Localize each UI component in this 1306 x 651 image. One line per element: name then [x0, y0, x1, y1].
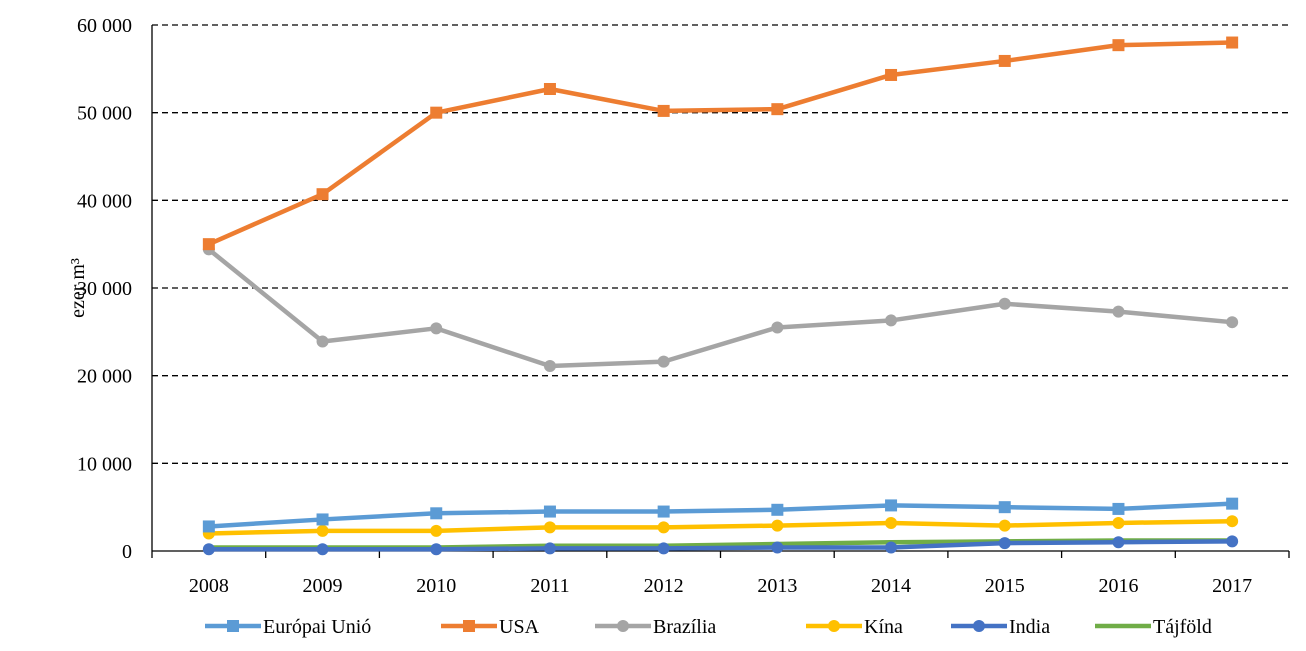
series-line — [206, 539, 1235, 552]
x-tick-label: 2013 — [757, 575, 797, 597]
axes — [151, 25, 1290, 558]
x-tick-label: 2012 — [644, 575, 684, 597]
data-point — [1226, 535, 1239, 548]
data-point — [202, 543, 215, 556]
data-point — [657, 104, 670, 117]
data-point — [316, 524, 329, 537]
data-point — [1226, 497, 1239, 510]
legend-item: India — [951, 616, 1050, 638]
data-point — [1226, 316, 1239, 329]
data-point — [657, 505, 670, 518]
data-point — [1112, 502, 1125, 515]
legend-marker — [828, 620, 840, 632]
data-point — [771, 519, 784, 532]
legend-item: USA — [441, 616, 540, 638]
legend-label: Kína — [864, 616, 903, 638]
data-point — [1226, 36, 1239, 49]
data-point — [657, 521, 670, 534]
data-point — [1112, 516, 1125, 529]
legend-marker — [227, 620, 239, 632]
legend-marker — [973, 620, 985, 632]
data-point — [430, 106, 443, 119]
data-point — [885, 516, 898, 529]
y-tick-label: 0 — [122, 541, 132, 563]
data-point — [543, 82, 556, 95]
legend-marker — [617, 620, 629, 632]
y-tick-label: 20 000 — [77, 366, 132, 388]
x-tick-label: 2009 — [303, 575, 343, 597]
x-tick-label: 2017 — [1212, 575, 1252, 597]
data-point — [771, 541, 784, 554]
data-point — [885, 541, 898, 554]
y-tick-label: 10 000 — [77, 453, 132, 475]
data-point — [657, 355, 670, 368]
data-point — [998, 54, 1011, 67]
data-point — [1112, 305, 1125, 318]
x-tick-label: 2008 — [189, 575, 229, 597]
data-point — [316, 335, 329, 348]
data-point — [430, 524, 443, 537]
data-point — [316, 188, 329, 201]
series-group — [202, 36, 1239, 556]
data-point — [202, 520, 215, 533]
series-braz-lia — [202, 243, 1239, 373]
legend-item: Tájföld — [1095, 616, 1212, 638]
data-point — [1112, 536, 1125, 549]
legend-marker — [463, 620, 475, 632]
series-india — [202, 535, 1239, 556]
series-line — [206, 247, 1235, 369]
tick-labels: 0 10 000 20 000 30 000 40 000 50 000 60 000 200… — [77, 15, 1252, 597]
data-point — [316, 543, 329, 556]
legend: Európai Unió USA Brazília Kína India Tájföld — [205, 616, 1212, 638]
data-point — [202, 238, 215, 251]
data-point — [885, 68, 898, 81]
legend-label: Tájföld — [1153, 616, 1212, 638]
data-point — [885, 499, 898, 512]
legend-label: USA — [499, 616, 540, 638]
series-line — [206, 40, 1235, 247]
data-point — [543, 360, 556, 373]
data-point — [430, 322, 443, 335]
y-axis-title: ezer m³ — [67, 258, 89, 318]
data-point — [543, 505, 556, 518]
y-tick-label: 40 000 — [77, 190, 132, 212]
series-usa — [202, 36, 1239, 251]
series-line — [206, 518, 1235, 536]
data-point — [771, 503, 784, 516]
data-point — [657, 542, 670, 555]
y-tick-label: 30 000 — [77, 278, 132, 300]
series-line — [206, 501, 1235, 529]
legend-item: Brazília — [595, 616, 716, 638]
data-point — [1112, 39, 1125, 52]
gridlines — [152, 24, 1289, 464]
legend-label: India — [1009, 616, 1050, 638]
legend-item: Európai Unió — [205, 616, 371, 638]
legend-label: Brazília — [653, 616, 716, 638]
y-tick-label: 50 000 — [77, 103, 132, 125]
data-point — [430, 507, 443, 520]
data-point — [543, 521, 556, 534]
data-point — [430, 543, 443, 556]
legend-item: Kína — [806, 616, 903, 638]
data-point — [998, 537, 1011, 550]
data-point — [998, 501, 1011, 514]
data-point — [543, 542, 556, 555]
legend-label: Európai Unió — [263, 616, 371, 638]
data-point — [998, 297, 1011, 310]
data-point — [771, 321, 784, 334]
y-tick-label: 60 000 — [77, 15, 132, 37]
x-tick-label: 2011 — [530, 575, 569, 597]
data-point — [998, 519, 1011, 532]
series-eur-pai-uni- — [202, 497, 1239, 533]
data-point — [1226, 515, 1239, 528]
x-tick-label: 2016 — [1098, 575, 1138, 597]
x-tick-label: 2014 — [871, 575, 911, 597]
data-point — [316, 513, 329, 526]
x-tick-label: 2010 — [416, 575, 456, 597]
data-point — [771, 103, 784, 116]
x-tick-label: 2015 — [985, 575, 1025, 597]
data-point — [885, 314, 898, 327]
